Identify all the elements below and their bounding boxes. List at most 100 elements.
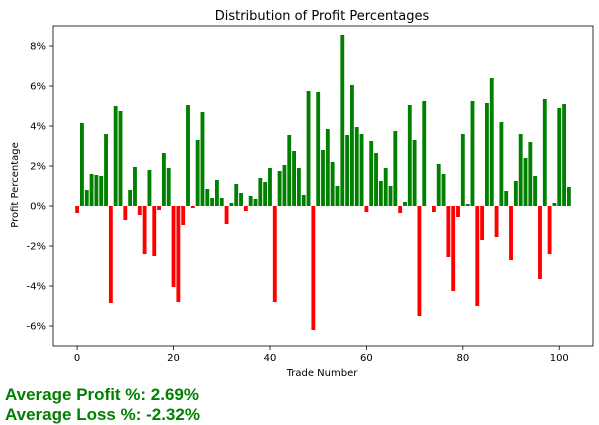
y-tick-label: 4%	[30, 122, 46, 133]
y-tick-label: 8%	[30, 42, 46, 53]
bar-trade-31	[224, 206, 229, 224]
bar-trade-88	[499, 122, 504, 206]
bar-trade-22	[181, 206, 186, 225]
bar-trade-53	[330, 162, 335, 206]
bar-trade-66	[393, 131, 398, 206]
bar-trade-12	[133, 167, 137, 206]
bar-trade-21	[176, 206, 181, 302]
bar-trade-37	[253, 199, 258, 206]
bar-trade-75	[436, 164, 441, 206]
bar-trade-14	[142, 206, 147, 254]
bar-trade-34	[239, 193, 243, 206]
plot-frame	[52, 25, 594, 347]
bar-trade-0	[75, 206, 80, 213]
bar-trade-99	[552, 203, 557, 206]
y-tick-label: 6%	[30, 82, 46, 93]
bar-trade-72	[422, 101, 427, 206]
bar-trade-54	[335, 186, 340, 206]
bar-trade-81	[465, 204, 470, 206]
bar-trade-74	[431, 206, 436, 212]
bar-trade-63	[378, 181, 383, 206]
bar-trade-8	[113, 106, 118, 206]
bar-trade-29	[215, 180, 219, 206]
bar-trade-18	[161, 153, 166, 206]
bar-trade-55	[340, 35, 345, 206]
bar-trade-93	[523, 158, 528, 206]
bar-trade-84	[480, 206, 485, 240]
bar-trade-19	[166, 168, 171, 206]
bar-trade-96	[538, 206, 542, 279]
bar-trade-9	[118, 111, 123, 206]
bar-trade-69	[407, 105, 412, 206]
bar-trade-41	[272, 206, 277, 302]
chart-title: Distribution of Profit Percentages	[215, 9, 430, 24]
bar-trade-3	[89, 174, 94, 206]
bar-trade-94	[528, 142, 533, 206]
bar-trade-77	[446, 206, 451, 257]
bar-trade-95	[533, 176, 538, 206]
bar-trade-45	[292, 151, 296, 206]
bar-trade-5	[99, 176, 104, 206]
bar-trade-32	[229, 203, 234, 206]
bar-trade-13	[137, 206, 142, 215]
bar-trade-71	[417, 206, 422, 316]
y-tick-label: -6%	[27, 322, 46, 333]
bar-trade-28	[210, 198, 215, 206]
average-loss-text: Average Loss %: -2.32%	[5, 405, 200, 424]
y-axis-label: Profit Percentage	[10, 142, 21, 228]
bar-trade-89	[504, 191, 509, 206]
bar-trade-11	[128, 190, 133, 206]
bar-trade-46	[296, 168, 301, 206]
bar-trade-80	[460, 134, 465, 206]
bar-trade-68	[403, 202, 407, 206]
bar-trade-15	[147, 170, 152, 206]
x-tick-label: 60	[360, 353, 373, 364]
bar-trade-30	[219, 198, 224, 206]
bar-trade-52	[325, 129, 330, 206]
bar-trade-76	[441, 174, 446, 206]
bar-trade-90	[509, 206, 513, 260]
bar-trade-2	[84, 190, 89, 206]
bar-trade-82	[470, 101, 475, 206]
bar-trade-42	[277, 171, 282, 206]
bar-trade-86	[489, 78, 494, 206]
bar-trade-98	[547, 206, 552, 254]
bar-trade-64	[383, 168, 388, 206]
bar-trade-50	[316, 92, 321, 206]
y-tick-label: -2%	[27, 242, 46, 253]
bar-trade-16	[152, 206, 157, 256]
bar-trade-79	[456, 206, 460, 217]
bar-trade-36	[248, 196, 253, 206]
bar-trade-100	[557, 108, 562, 206]
bar-trade-40	[268, 168, 272, 206]
bar-trade-62	[374, 153, 378, 206]
bar-trade-17	[157, 206, 161, 210]
bar-trade-7	[108, 206, 113, 303]
profit-distribution-chart: Distribution of Profit Percentages Profi…	[10, 9, 594, 379]
bar-trade-85	[485, 103, 489, 206]
bar-trade-61	[369, 141, 374, 206]
bar-trade-59	[359, 134, 364, 206]
bar-trade-27	[205, 189, 210, 206]
bar-trade-4	[94, 175, 99, 206]
bar-trade-48	[306, 91, 311, 206]
bar-trade-39	[263, 182, 268, 206]
bar-trade-47	[301, 195, 306, 206]
bar-trade-1	[80, 123, 84, 206]
x-tick-label: 20	[167, 353, 180, 364]
bar-trade-70	[412, 140, 417, 206]
bar-trade-26	[200, 112, 205, 206]
x-tick-label: 100	[550, 353, 569, 364]
bar-trade-24	[190, 206, 195, 208]
x-tick-label: 80	[456, 353, 469, 364]
bar-trade-57	[350, 85, 354, 206]
x-axis-label: Trade Number	[286, 368, 359, 379]
bar-trade-44	[287, 135, 292, 206]
bar-trade-87	[494, 206, 499, 237]
bar-trade-60	[364, 206, 369, 212]
bar-trade-65	[388, 186, 393, 206]
bar-trade-33	[234, 184, 239, 206]
bar-trade-78	[451, 206, 456, 291]
bar-trade-102	[566, 187, 571, 206]
bar-trade-20	[171, 206, 176, 287]
